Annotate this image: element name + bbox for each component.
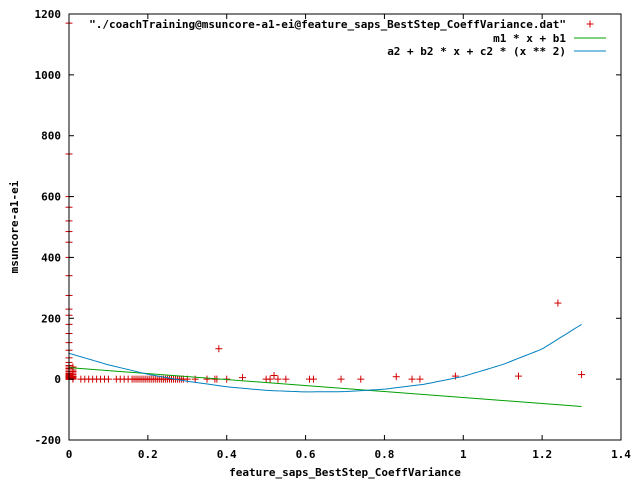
data-point <box>104 375 112 383</box>
data-point <box>337 375 345 383</box>
y-tick-label: 400 <box>41 251 61 264</box>
data-point <box>238 374 246 382</box>
data-point <box>408 375 416 383</box>
data-point <box>270 371 278 379</box>
data-point <box>514 372 522 380</box>
x-tick-label: 0.2 <box>138 448 158 461</box>
y-tick-label: 200 <box>41 312 61 325</box>
series-2 <box>68 323 582 393</box>
x-tick-label: 1 <box>460 448 467 461</box>
data-point <box>309 375 317 383</box>
y-tick-label: 800 <box>41 130 61 143</box>
series-line <box>68 367 582 407</box>
y-tick-label: 1200 <box>35 8 62 21</box>
series-1 <box>68 367 582 407</box>
y-tick-label: 1000 <box>35 69 62 82</box>
x-tick-label: 0.6 <box>296 448 316 461</box>
data-point <box>274 375 282 383</box>
x-tick-label: 1.4 <box>611 448 631 461</box>
y-tick-label: -200 <box>35 434 62 447</box>
x-tick-label: 0 <box>66 448 73 461</box>
x-tick-label: 1.2 <box>532 448 552 461</box>
data-point <box>392 373 400 381</box>
legend-label-linear-fit: m1 * x + b1 <box>493 32 566 45</box>
x-tick-label: 0.8 <box>374 448 394 461</box>
data-point <box>578 371 586 379</box>
data-point <box>203 375 211 383</box>
plot-frame <box>68 13 622 441</box>
y-tick-label: 0 <box>54 373 61 386</box>
legend-key-points <box>586 20 594 28</box>
data-point <box>554 299 562 307</box>
legend: "./coachTraining@msuncore-a1-ei@feature_… <box>89 18 606 58</box>
legend-key-marker <box>586 20 594 28</box>
legend-label-points: "./coachTraining@msuncore-a1-ei@feature_… <box>89 18 566 31</box>
x-axis-label: feature_saps_BestStep_CoeffVariance <box>229 466 461 479</box>
x-tick-label: 0.4 <box>217 448 237 461</box>
data-point <box>266 375 274 383</box>
y-axis-label: msuncore-a1-ei <box>8 180 21 273</box>
data-point <box>215 345 223 353</box>
y-tick-label: 600 <box>41 191 61 204</box>
data-point <box>357 375 365 383</box>
data-point <box>282 375 290 383</box>
legend-label-quadratic-fit: a2 + b2 * x + c2 * (x ** 2) <box>387 45 566 58</box>
series-line <box>68 323 582 393</box>
data-point <box>416 375 424 383</box>
